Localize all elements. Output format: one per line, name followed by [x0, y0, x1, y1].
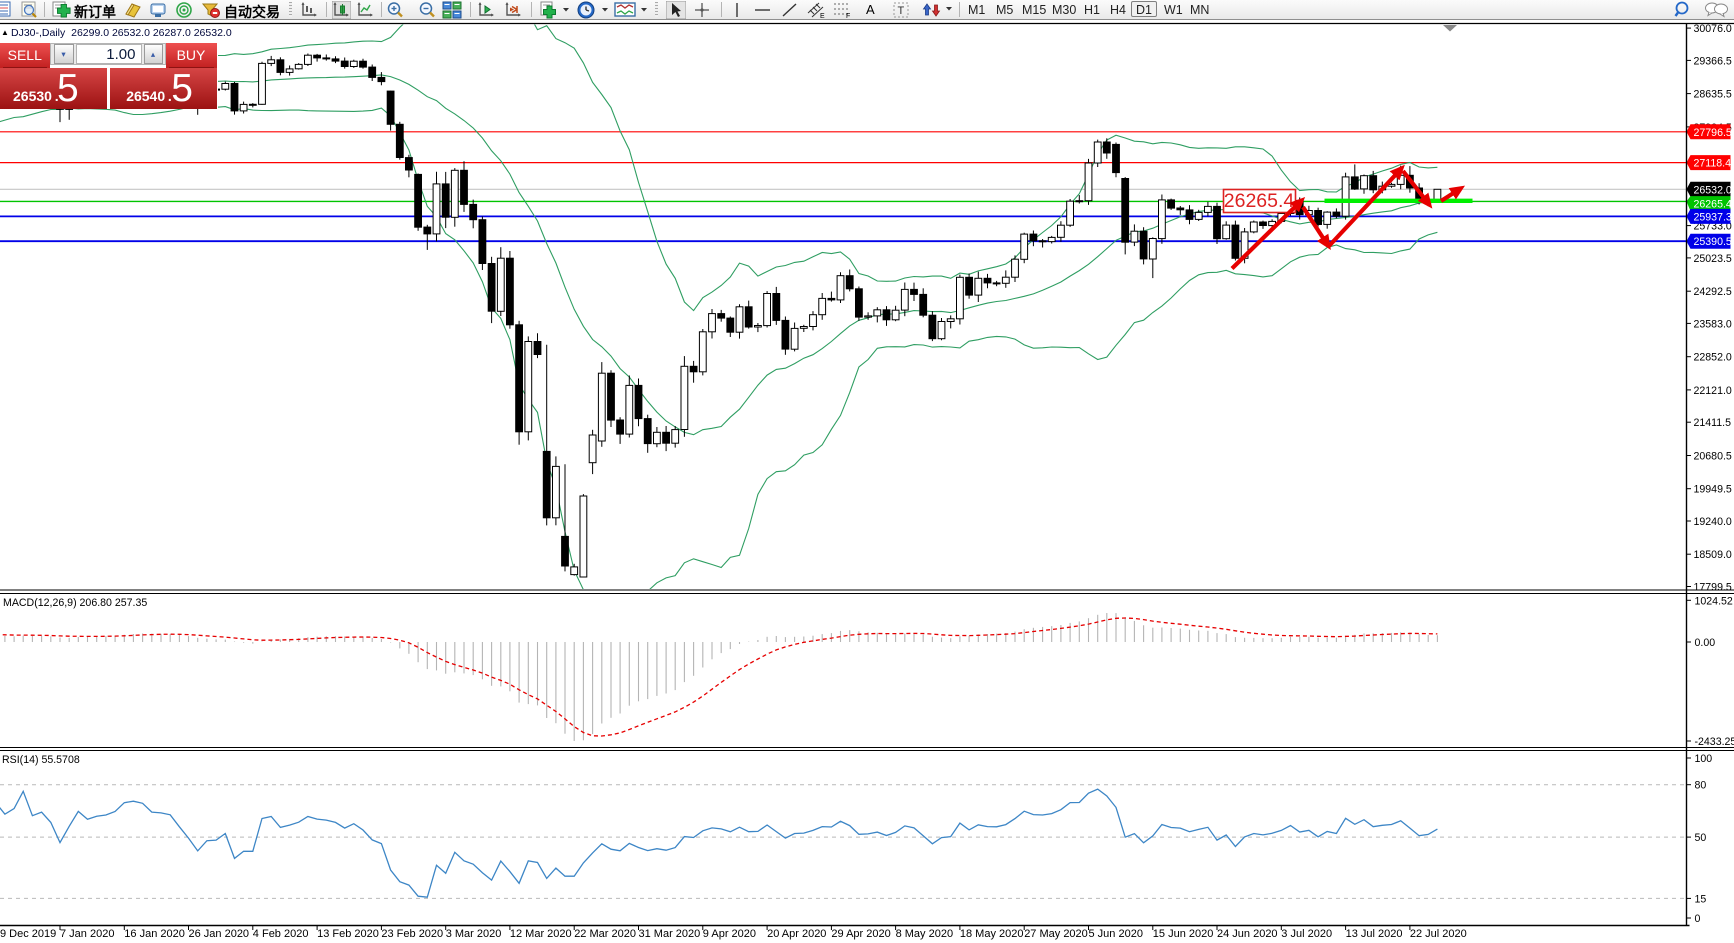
svg-text:17799.5: 17799.5	[1694, 582, 1732, 594]
svg-text:RSI(14) 55.5708: RSI(14) 55.5708	[2, 754, 80, 766]
svg-text:22852.0: 22852.0	[1694, 352, 1732, 364]
svg-text:E: E	[820, 13, 825, 19]
svg-text:31 Mar 2020: 31 Mar 2020	[639, 928, 701, 940]
svg-text:28635.5: 28635.5	[1694, 89, 1732, 101]
svg-text:13 Jul 2020: 13 Jul 2020	[1346, 928, 1403, 940]
svg-text:25390.5: 25390.5	[1694, 236, 1732, 248]
svg-text:0.00: 0.00	[1695, 637, 1716, 649]
svg-text:22121.0: 22121.0	[1694, 385, 1732, 397]
svg-text:80: 80	[1695, 780, 1707, 792]
svg-text:30076.0: 30076.0	[1694, 23, 1732, 35]
svg-text:27118.4: 27118.4	[1694, 158, 1732, 170]
svg-text:20680.5: 20680.5	[1694, 451, 1732, 463]
svg-text:29366.5: 29366.5	[1694, 55, 1732, 67]
svg-text:21411.5: 21411.5	[1694, 417, 1732, 429]
svg-text:23 Feb 2020: 23 Feb 2020	[381, 928, 443, 940]
svg-text:0: 0	[1695, 913, 1701, 925]
svg-text:3 Mar 2020: 3 Mar 2020	[446, 928, 502, 940]
svg-text:1024.52: 1024.52	[1695, 595, 1733, 607]
svg-text:13 Feb 2020: 13 Feb 2020	[317, 928, 379, 940]
svg-text:-2433.25: -2433.25	[1695, 736, 1734, 748]
svg-text:3 Jul 2020: 3 Jul 2020	[1281, 928, 1332, 940]
svg-text:12 Mar 2020: 12 Mar 2020	[510, 928, 572, 940]
svg-text:16 Jan 2020: 16 Jan 2020	[124, 928, 185, 940]
svg-text:5 Jun 2020: 5 Jun 2020	[1089, 928, 1143, 940]
svg-text:T: T	[898, 5, 905, 17]
svg-text:27 May 2020: 27 May 2020	[1024, 928, 1088, 940]
svg-text:26 Jan 2020: 26 Jan 2020	[189, 928, 250, 940]
svg-text:25023.5: 25023.5	[1694, 253, 1732, 265]
svg-text:7 Jan 2020: 7 Jan 2020	[60, 928, 114, 940]
svg-text:23583.0: 23583.0	[1694, 318, 1732, 330]
svg-text:9 Apr 2020: 9 Apr 2020	[703, 928, 756, 940]
svg-text:8 May 2020: 8 May 2020	[896, 928, 953, 940]
svg-text:4 Feb 2020: 4 Feb 2020	[253, 928, 309, 940]
svg-text:26265.4: 26265.4	[1224, 190, 1295, 212]
svg-text:19949.5: 19949.5	[1694, 484, 1732, 496]
svg-text:24292.5: 24292.5	[1694, 286, 1732, 298]
svg-text:100: 100	[1695, 753, 1713, 765]
svg-text:22 Mar 2020: 22 Mar 2020	[574, 928, 636, 940]
svg-text:15: 15	[1695, 893, 1707, 905]
svg-text:19240.0: 19240.0	[1694, 516, 1732, 528]
svg-text:50: 50	[1695, 832, 1707, 844]
svg-text:22 Jul 2020: 22 Jul 2020	[1410, 928, 1467, 940]
svg-text:9 Dec 2019: 9 Dec 2019	[0, 928, 56, 940]
svg-text:F: F	[846, 13, 850, 19]
svg-text:24 Jun 2020: 24 Jun 2020	[1217, 928, 1278, 940]
svg-text:26265.4: 26265.4	[1694, 199, 1732, 211]
svg-text:18509.0: 18509.0	[1694, 549, 1732, 561]
svg-text:27796.5: 27796.5	[1694, 127, 1732, 139]
svg-text:MACD(12,26,9) 206.80 257.35: MACD(12,26,9) 206.80 257.35	[3, 597, 147, 609]
svg-text:29 Apr 2020: 29 Apr 2020	[831, 928, 890, 940]
svg-text:25937.3: 25937.3	[1694, 211, 1732, 223]
svg-text:26532.0: 26532.0	[1694, 184, 1732, 196]
svg-text:20 Apr 2020: 20 Apr 2020	[767, 928, 826, 940]
svg-text:18 May 2020: 18 May 2020	[960, 928, 1024, 940]
svg-text:15 Jun 2020: 15 Jun 2020	[1153, 928, 1214, 940]
